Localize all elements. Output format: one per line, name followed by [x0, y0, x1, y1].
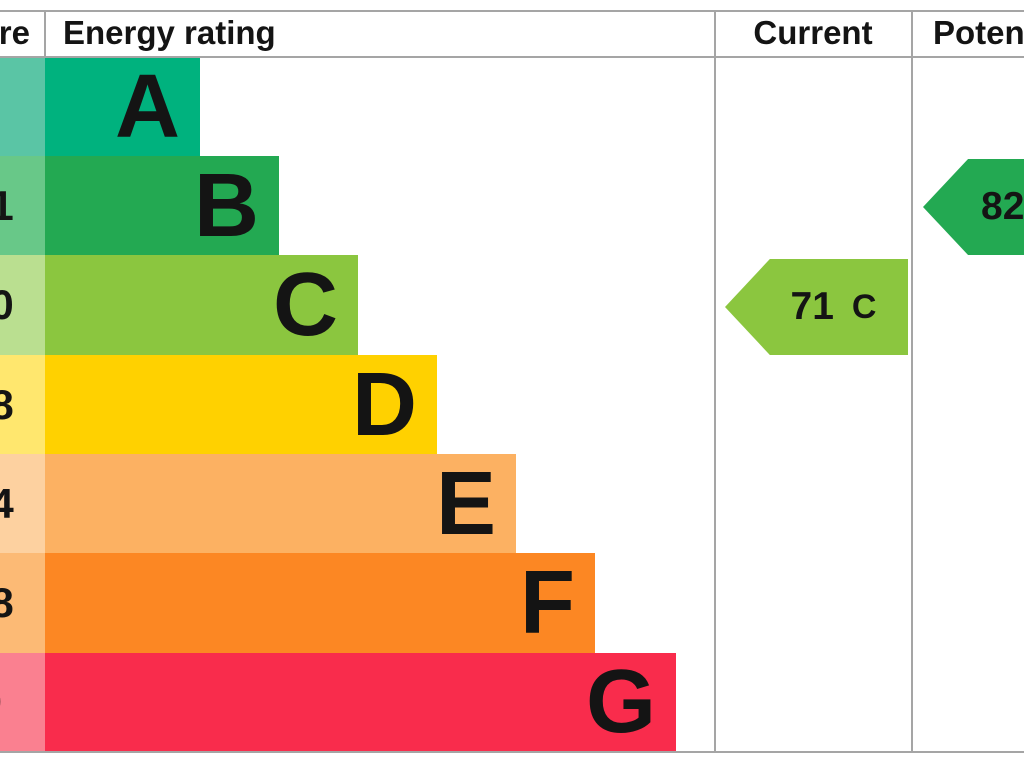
current-rating-arrow: 71 C	[725, 259, 908, 355]
potential-rating-value: 82	[981, 185, 1024, 228]
band-bar: F	[45, 553, 595, 653]
band-row-d: 55-68 D	[0, 355, 1024, 454]
band-bar: B	[45, 156, 279, 255]
band-letter: D	[352, 354, 417, 455]
band-score-range: 1-20	[0, 653, 2, 751]
band-bar: C	[45, 255, 358, 355]
band-score-range: 39-54	[0, 479, 14, 527]
band-score-cell: 92+	[0, 58, 45, 156]
column-header-potential: Potential	[933, 14, 1024, 51]
grid-line-bottom	[0, 751, 1024, 753]
band-score-cell: 39-54	[0, 454, 45, 553]
band-bar: A	[45, 58, 200, 156]
band-letter: B	[194, 155, 259, 256]
grid-line-potential-divider	[911, 10, 913, 753]
band-score-cell: 81-91	[0, 156, 45, 255]
band-row-b: 81-91 B	[0, 156, 1024, 255]
band-letter: C	[273, 255, 338, 355]
band-row-a: 92+ A	[0, 58, 1024, 156]
band-score-cell: 55-68	[0, 355, 45, 454]
band-score-cell: 1-20	[0, 653, 45, 751]
band-row-g: 1-20 G	[0, 653, 1024, 751]
current-rating-band: C	[851, 287, 877, 326]
column-header-current: Current	[753, 14, 873, 51]
column-header-energy-rating: Energy rating	[63, 14, 276, 51]
grid-line-current-divider	[714, 10, 716, 753]
band-bar: E	[45, 454, 516, 553]
band-row-f: 21-38 F	[0, 553, 1024, 653]
band-letter: E	[435, 453, 496, 554]
band-letter: A	[115, 57, 180, 157]
band-score-range: 55-68	[0, 380, 14, 428]
band-score-cell: 69-80	[0, 255, 45, 355]
band-row-e: 39-54 E	[0, 454, 1024, 553]
band-score-range: 81-91	[0, 181, 14, 229]
band-row-c: 69-80 C	[0, 255, 1024, 355]
band-bar: G	[45, 653, 676, 751]
grid-line-score-divider	[44, 10, 46, 58]
band-bar: D	[45, 355, 437, 454]
current-rating-value: 71	[790, 285, 834, 328]
band-score-range: 69-80	[0, 281, 14, 328]
band-letter: F	[520, 553, 575, 653]
grid-line-header-bottom	[0, 56, 1024, 58]
band-score-cell: 21-38	[0, 553, 45, 653]
band-score-range: 21-38	[0, 579, 14, 626]
column-header-score: Score	[0, 14, 30, 51]
band-letter: G	[585, 652, 656, 752]
grid-line-top	[0, 10, 1024, 12]
